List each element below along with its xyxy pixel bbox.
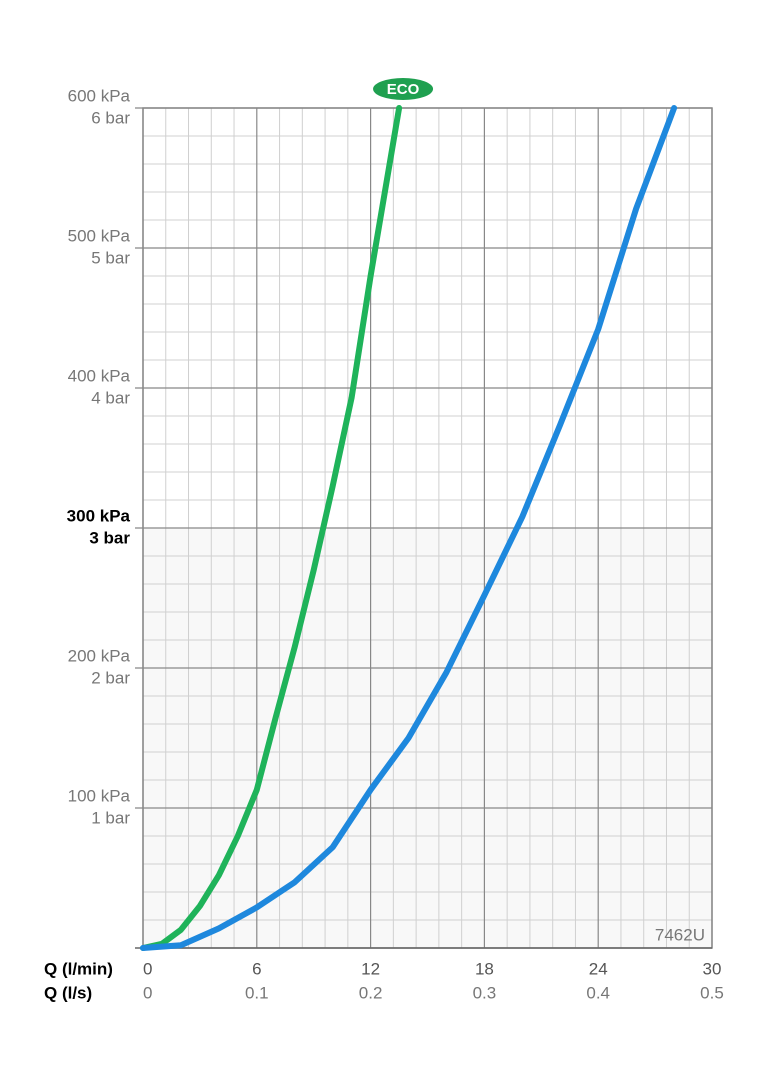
y-tick-label: 600 kPa: [68, 86, 131, 105]
y-tick-label: 500 kPa: [68, 226, 131, 245]
x-tick-label: 0: [143, 959, 152, 978]
x2-tick-label: 0.3: [473, 983, 497, 1002]
y-tick-label: 200 kPa: [68, 646, 131, 665]
plot-shade: [143, 528, 712, 948]
x-tick-label: 18: [475, 959, 494, 978]
x-tick-label: 12: [361, 959, 380, 978]
x2-tick-label: 0.4: [586, 983, 610, 1002]
y-tick-label: 300 kPa: [67, 506, 131, 525]
flow-curve: [140, 105, 403, 951]
flow-curve: [140, 105, 678, 951]
y2-tick-label: 6 bar: [91, 108, 130, 127]
x2-tick-label: 0.5: [700, 983, 724, 1002]
y2-tick-label: 3 bar: [89, 528, 130, 547]
y2-tick-label: 4 bar: [91, 388, 130, 407]
y2-tick-label: 1 bar: [91, 808, 130, 827]
y2-tick-label: 5 bar: [91, 248, 130, 267]
x-tick-label: 30: [703, 959, 722, 978]
y2-tick-label: 2 bar: [91, 668, 130, 687]
y-tick-label: 400 kPa: [68, 366, 131, 385]
x2-tick-label: 0: [143, 983, 152, 1002]
x-tick-label: 24: [589, 959, 608, 978]
x-axis-title: Q (l/min): [44, 959, 113, 978]
eco-badge: [373, 78, 434, 100]
x2-axis-title: Q (l/s): [44, 983, 92, 1002]
code-label: 7462U: [655, 925, 705, 944]
x2-tick-label: 0.1: [245, 983, 269, 1002]
x-tick-label: 6: [252, 959, 261, 978]
y-tick-label: 100 kPa: [68, 786, 131, 805]
x2-tick-label: 0.2: [359, 983, 383, 1002]
eco-label: ECO: [387, 81, 420, 98]
